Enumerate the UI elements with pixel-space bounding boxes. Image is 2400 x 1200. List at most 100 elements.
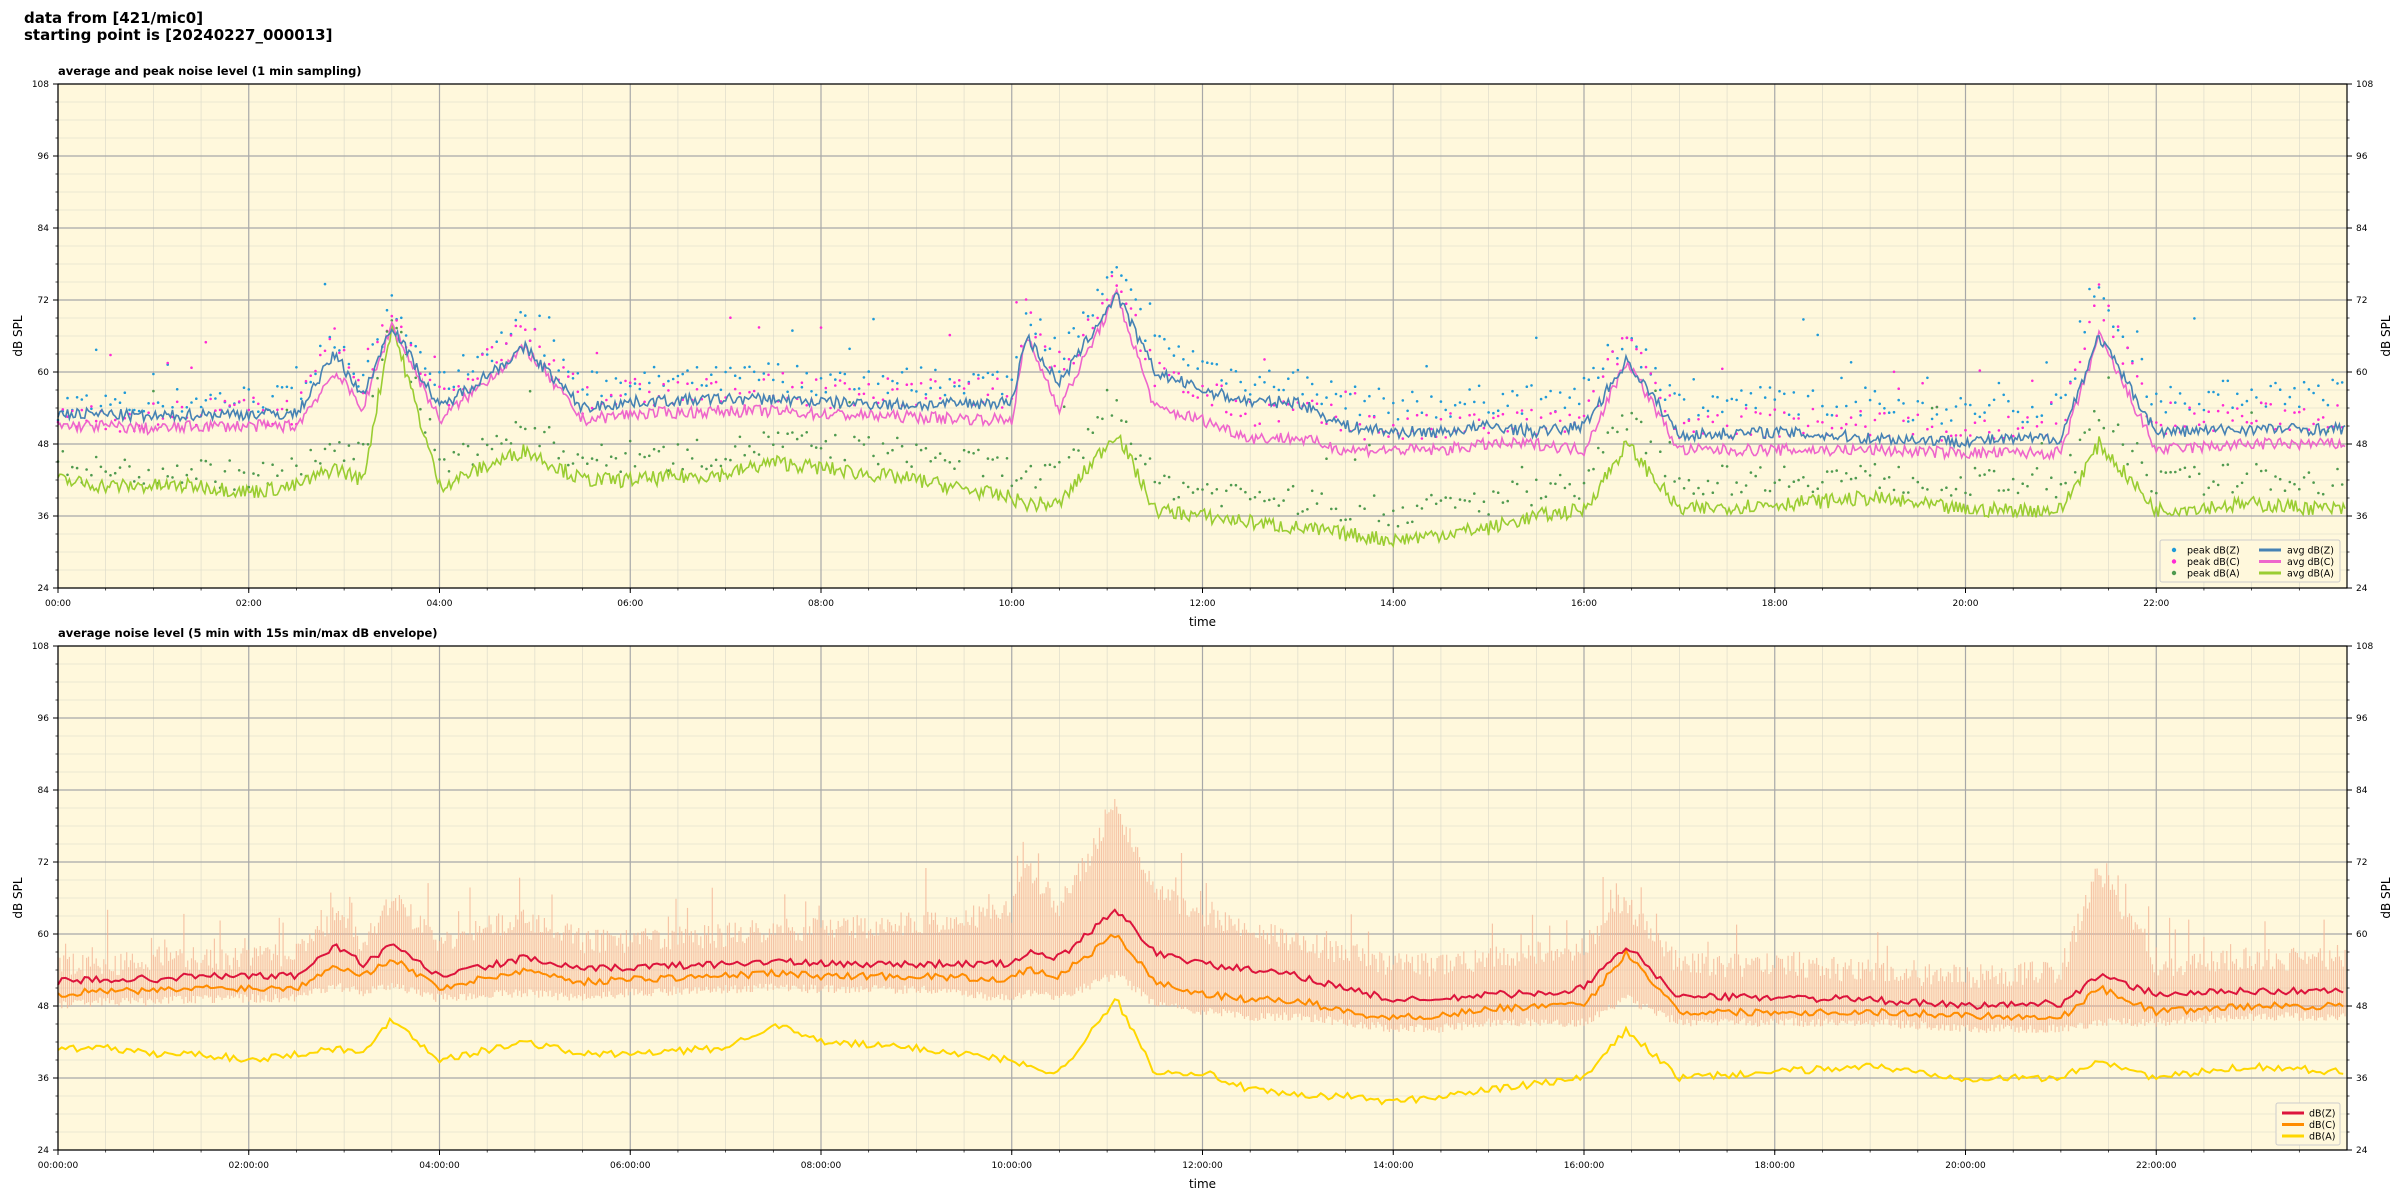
data-point <box>1029 311 1033 314</box>
legend-marker <box>2171 547 2177 553</box>
data-point <box>2178 468 2182 471</box>
data-point <box>624 452 627 455</box>
data-point <box>2202 408 2206 412</box>
data-point <box>586 462 589 466</box>
data-point <box>1101 292 1104 296</box>
data-point <box>724 370 727 374</box>
data-point <box>104 394 107 398</box>
data-point <box>648 390 651 394</box>
data-point <box>1988 403 1991 407</box>
data-point <box>743 366 746 369</box>
data-point <box>1515 394 1519 397</box>
data-point <box>1134 457 1137 461</box>
data-point <box>2231 419 2234 422</box>
data-point <box>2212 390 2215 394</box>
data-point <box>972 372 975 376</box>
data-point <box>1115 284 1118 287</box>
data-point <box>381 324 384 327</box>
data-point <box>1592 467 1595 471</box>
data-point <box>552 339 556 342</box>
data-point <box>218 408 222 412</box>
data-point <box>1701 406 1705 410</box>
data-point <box>910 389 913 392</box>
data-point <box>853 388 856 391</box>
data-point <box>1592 389 1595 393</box>
data-point <box>538 444 541 448</box>
data-point <box>1420 411 1424 415</box>
data-point <box>2088 320 2091 324</box>
data-point <box>1787 413 1791 417</box>
data-point <box>1620 414 1624 417</box>
data-point <box>1058 370 1061 374</box>
data-point <box>1511 480 1514 484</box>
legend-marker <box>2171 559 2177 564</box>
data-point <box>2336 467 2339 471</box>
x-tick-label: 04:00:00 <box>419 1161 460 1171</box>
data-point <box>1210 362 1214 365</box>
data-point <box>276 474 279 478</box>
data-point <box>1186 391 1190 394</box>
data-point <box>352 457 356 461</box>
data-point <box>2150 403 2153 406</box>
data-point <box>1167 475 1171 479</box>
data-point <box>1563 430 1567 433</box>
data-point <box>1368 443 1371 447</box>
data-point <box>1344 390 1347 394</box>
data-point <box>1372 415 1376 419</box>
data-point <box>519 325 522 328</box>
data-point <box>1210 491 1214 495</box>
data-point <box>514 318 518 322</box>
data-point <box>1568 396 1571 399</box>
data-point <box>1897 465 1900 469</box>
data-point <box>1544 495 1548 499</box>
data-point <box>147 402 150 405</box>
data-point <box>1010 484 1014 488</box>
data-point <box>2040 414 2044 417</box>
data-point <box>2093 295 2096 298</box>
y-tick-label: 96 <box>38 714 50 724</box>
data-point <box>257 402 260 406</box>
data-point <box>485 443 489 447</box>
data-point <box>1048 366 1052 369</box>
data-point <box>843 372 847 376</box>
data-point <box>1845 404 1848 408</box>
data-point <box>848 387 851 391</box>
data-point <box>552 359 556 362</box>
data-point <box>562 450 565 453</box>
data-point <box>1477 384 1481 388</box>
data-point <box>1501 392 1505 396</box>
data-point <box>1678 477 1681 480</box>
data-point <box>1492 411 1495 415</box>
data-point <box>1268 403 1271 407</box>
data-point <box>290 457 294 460</box>
data-point <box>1043 345 1047 348</box>
y-tick-label: 60 <box>2356 930 2368 940</box>
data-point <box>390 294 394 297</box>
data-point <box>85 468 88 471</box>
data-point <box>1186 485 1190 489</box>
data-point <box>500 331 503 334</box>
data-point <box>209 397 212 401</box>
data-point <box>280 469 284 472</box>
data-point <box>204 459 208 463</box>
legend-label: peak dB(Z) <box>2187 546 2240 557</box>
data-point <box>471 370 475 373</box>
data-point <box>781 371 785 375</box>
data-point <box>738 376 742 380</box>
data-point <box>190 366 193 370</box>
data-point <box>829 373 832 376</box>
data-point <box>242 386 246 390</box>
data-point <box>166 475 169 478</box>
data-point <box>1730 397 1734 401</box>
data-point <box>161 417 165 420</box>
data-point <box>1067 357 1071 361</box>
data-point <box>99 404 103 408</box>
data-point <box>962 387 966 390</box>
data-point <box>710 464 713 468</box>
data-point <box>199 405 203 409</box>
data-point <box>2274 381 2277 385</box>
data-point <box>1515 411 1519 414</box>
data-point <box>466 373 470 376</box>
legend-label: avg dB(C) <box>2287 557 2334 568</box>
data-point <box>299 473 303 476</box>
